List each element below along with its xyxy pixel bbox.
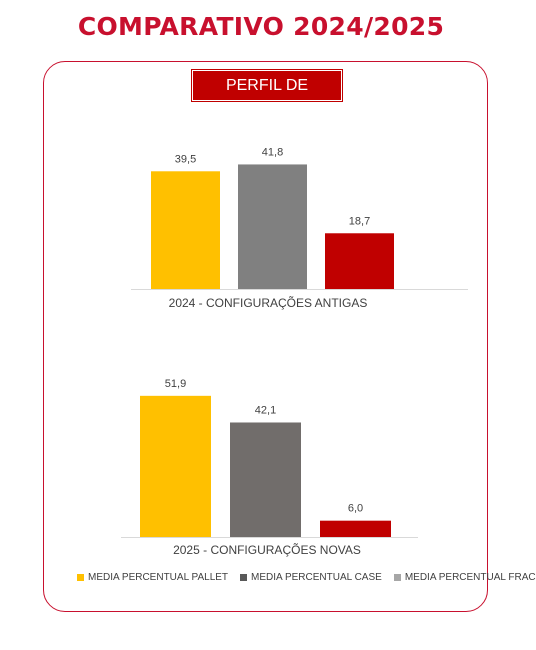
data-label: 51,9 (165, 378, 186, 390)
chart-legend: MEDIA PERCENTUAL PALLET MEDIA PERCENTUAL … (77, 572, 536, 583)
bar-1-1 (151, 171, 220, 289)
data-label: 6,0 (348, 503, 363, 515)
chart-title: 2025 - CONFIGURAÇÕES NOVAS (173, 542, 361, 557)
bar-1-3 (325, 233, 394, 289)
legend-label: MEDIA PERCENTUAL PALLET (88, 572, 228, 583)
legend-label: MEDIA PERCENTUAL FRAC (405, 572, 536, 583)
legend-item: MEDIA PERCENTUAL FRAC (394, 572, 536, 583)
legend-item: MEDIA PERCENTUAL CASE (240, 572, 382, 583)
bar-2-3 (320, 521, 391, 537)
legend-item: MEDIA PERCENTUAL PALLET (77, 572, 228, 583)
data-label: 42,1 (255, 404, 276, 416)
legend-label: MEDIA PERCENTUAL CASE (251, 572, 382, 583)
legend-swatch (394, 574, 401, 581)
data-label: 18,7 (349, 215, 370, 227)
bar-2-2 (230, 422, 301, 537)
legend-swatch (77, 574, 84, 581)
bar-2-1 (140, 396, 211, 537)
bar-1-2 (238, 164, 307, 289)
chart-title: 2024 - CONFIGURAÇÕES ANTIGAS (169, 295, 368, 310)
legend-swatch (240, 574, 247, 581)
data-label: 41,8 (262, 146, 283, 158)
data-label: 39,5 (175, 153, 196, 165)
